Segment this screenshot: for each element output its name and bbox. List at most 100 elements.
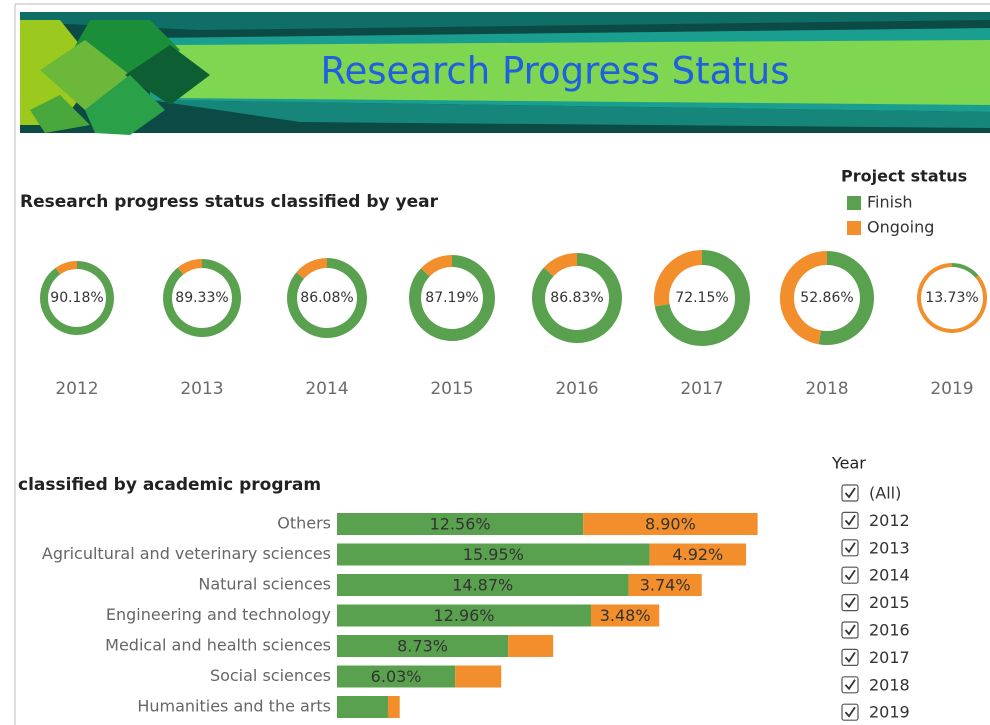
check-mark — [844, 624, 856, 636]
filter-option[interactable]: 2018 — [869, 675, 910, 694]
banner: Research Progress Status — [20, 12, 990, 135]
filter-option[interactable]: 2017 — [869, 648, 910, 667]
filter-option[interactable]: 2016 — [869, 621, 910, 640]
donut-segment — [409, 255, 495, 341]
filter-option[interactable]: 2013 — [869, 538, 910, 557]
category-label: Social sciences — [210, 666, 331, 685]
bar-label: 14.87% — [452, 576, 513, 595]
donut-segment — [532, 253, 622, 343]
year-label: 2012 — [55, 379, 98, 399]
checkbox[interactable] — [841, 593, 859, 612]
donut-segment — [421, 255, 453, 277]
bar-segment — [591, 604, 660, 627]
donut-segment — [177, 259, 203, 275]
filter-option[interactable]: 2019 — [869, 703, 910, 722]
bar-segment — [508, 635, 554, 657]
year-label: 2018 — [805, 379, 848, 399]
legend-swatch — [847, 221, 861, 235]
donut-segment — [163, 259, 241, 337]
donut-label: 72.15% — [675, 290, 728, 306]
donut-segment — [543, 253, 578, 277]
checkbox[interactable] — [841, 621, 859, 639]
donut-segment — [951, 263, 979, 278]
donut-segment — [780, 251, 828, 345]
checkbox[interactable] — [841, 703, 859, 721]
donut-segment — [917, 263, 987, 333]
legend-swatch — [847, 196, 861, 210]
checkbox[interactable] — [841, 511, 859, 530]
section-title: Research progress status classified by y… — [20, 192, 439, 212]
donut-segment — [40, 261, 114, 335]
bar-segment — [583, 513, 758, 535]
bar-label: 3.74% — [640, 576, 691, 595]
bar-label: 12.56% — [430, 515, 491, 534]
section-title: classified by academic program — [18, 475, 321, 495]
donut-label: 86.08% — [300, 290, 353, 306]
bar-segment — [337, 604, 592, 627]
bar-label: 8.73% — [397, 637, 448, 656]
bar-label: 3.48% — [600, 606, 651, 625]
bar-segment — [337, 574, 629, 596]
checkbox[interactable] — [841, 484, 859, 502]
filter-title: Year — [831, 454, 866, 473]
bar-segment — [337, 665, 456, 688]
donut-label: 87.19% — [425, 290, 478, 306]
year-label: 2019 — [930, 379, 973, 399]
filter-option[interactable]: (All) — [869, 484, 901, 503]
legend-label: Finish — [867, 193, 913, 212]
check-mark — [844, 514, 856, 526]
filter-option[interactable]: 2012 — [869, 511, 910, 530]
bar-label: 4.92% — [672, 545, 723, 564]
check-mark — [844, 597, 856, 609]
category-label: Natural sciences — [198, 575, 331, 594]
donut-label: 89.33% — [175, 290, 228, 306]
category-label: Others — [277, 514, 331, 533]
year-label: 2013 — [180, 379, 223, 399]
check-mark — [844, 706, 856, 718]
filter-option[interactable]: 2015 — [869, 593, 910, 612]
check-mark — [844, 679, 856, 691]
bar-label: 8.90% — [645, 515, 696, 534]
bar-label: 12.96% — [434, 606, 495, 625]
check-mark — [844, 487, 856, 499]
bar-segment — [649, 543, 747, 566]
filter-option[interactable]: 2014 — [869, 566, 910, 585]
bar-label: 15.95% — [463, 545, 524, 564]
checkbox[interactable] — [841, 648, 859, 667]
category-label: Engineering and technology — [106, 605, 331, 624]
category-label: Agricultural and veterinary sciences — [42, 544, 331, 563]
checkbox[interactable] — [841, 566, 859, 584]
bar-segment — [628, 574, 702, 596]
category-label: Medical and health sciences — [105, 636, 331, 655]
donut-segment — [296, 258, 328, 279]
legend-label: Ongoing — [867, 218, 934, 237]
bar-segment — [337, 635, 509, 657]
check-mark — [844, 542, 856, 554]
year-label: 2017 — [680, 379, 723, 399]
bar-segment — [337, 543, 650, 566]
check-mark — [844, 569, 856, 581]
legend-title: Project status — [841, 167, 967, 186]
donut-segment — [818, 251, 874, 345]
checkbox[interactable] — [841, 539, 859, 557]
year-label: 2016 — [555, 379, 598, 399]
donut-label: 90.18% — [50, 290, 103, 306]
donut-label: 86.83% — [550, 290, 603, 306]
donut-segment — [55, 261, 78, 275]
bar-segment — [387, 696, 400, 718]
bar-label: 6.03% — [371, 667, 422, 686]
dashboard-title: Research Progress Status — [320, 50, 789, 93]
category-label: Humanities and the arts — [137, 697, 331, 716]
donut-label: 52.86% — [800, 290, 853, 306]
donut-segment — [654, 250, 703, 307]
year-label: 2014 — [305, 379, 348, 399]
checkbox[interactable] — [841, 676, 859, 694]
year-label: 2015 — [430, 379, 473, 399]
check-mark — [844, 651, 856, 663]
donut-segment — [654, 250, 750, 346]
donut-segment — [287, 258, 367, 338]
bar-segment — [337, 696, 388, 718]
bar-segment — [337, 513, 584, 535]
